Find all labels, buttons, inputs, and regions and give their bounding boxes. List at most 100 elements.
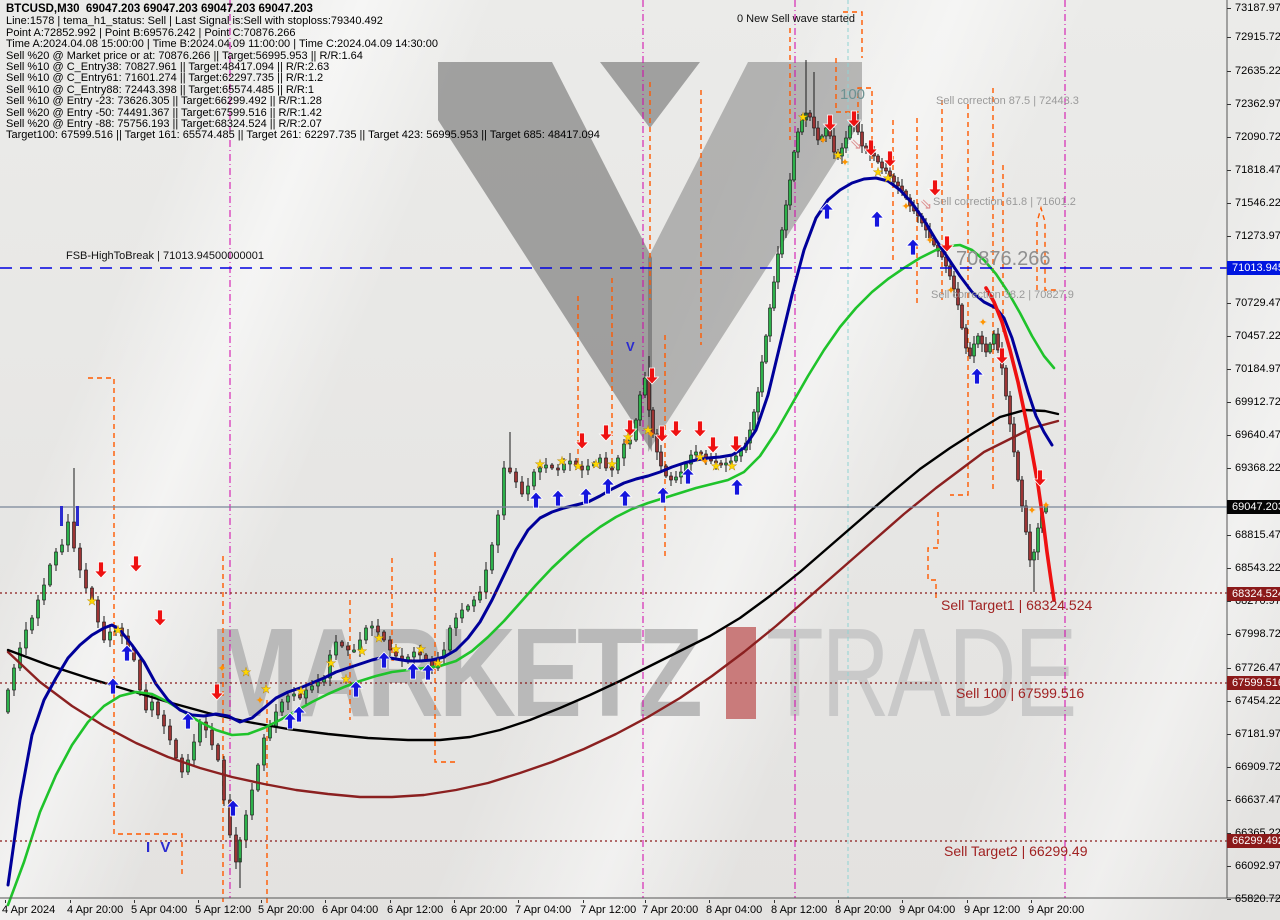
star-icon: ★: [883, 171, 894, 185]
price-label: 67454.220: [1235, 695, 1280, 707]
star-icon: ★: [113, 623, 124, 637]
buy-arrow-icon: [291, 705, 307, 723]
star-icon: ★: [557, 454, 568, 468]
price-label: 71818.470: [1235, 164, 1280, 176]
star-icon: ★: [261, 682, 272, 696]
price-label: 65820.720: [1235, 893, 1280, 905]
star-icon: ★: [296, 684, 307, 698]
ma-maroon-slow: [6, 419, 1060, 799]
sell-arrow-icon: [927, 179, 943, 197]
price-label: 69368.220: [1235, 462, 1280, 474]
buy-arrow-icon: [405, 662, 421, 680]
sell-arrow-icon: [863, 139, 879, 157]
star-icon: ★: [433, 656, 444, 670]
star-icon: ★: [87, 594, 98, 608]
star-icon: ★: [391, 642, 402, 656]
buy-arrow-icon: [655, 486, 671, 504]
sell-arrow-icon: [93, 561, 109, 579]
sell-arrow-icon: [574, 432, 590, 450]
buy-arrow-icon: [119, 644, 135, 662]
time-label: 5 Apr 12:00: [195, 900, 252, 916]
brand-logo-watermark: [648, 62, 862, 452]
price-label: 68543.220: [1235, 562, 1280, 574]
stop-line-segment: [835, 58, 873, 170]
time-label: 9 Apr 12:00: [964, 900, 1021, 916]
star-icon: ★: [798, 110, 809, 124]
star-icon: ★: [711, 459, 722, 473]
time-label: 8 Apr 04:00: [706, 900, 763, 916]
time-label: 8 Apr 20:00: [835, 900, 892, 916]
sell-arrow-icon: [209, 683, 225, 701]
star-icon: ★: [573, 459, 584, 473]
time-label: 4 Apr 2024: [2, 900, 56, 916]
hollow-arrow-icon: ⇘: [850, 136, 863, 153]
price-label: 72362.970: [1235, 98, 1280, 110]
buy-arrow-icon: [105, 677, 121, 695]
buy-arrow-icon: [617, 489, 633, 507]
price-label: 68815.470: [1235, 529, 1280, 541]
stop-line-segment: [88, 377, 183, 876]
star-icon: ★: [591, 457, 602, 471]
sell-arrow-icon: [705, 436, 721, 454]
wave-marker: [60, 506, 63, 526]
sell-arrow-icon: [822, 114, 838, 132]
spark-icon: ✦: [818, 135, 827, 147]
star-icon: ★: [623, 430, 634, 444]
price-label: 70729.470: [1235, 297, 1280, 309]
time-label: 7 Apr 20:00: [642, 900, 699, 916]
buy-arrow-icon: [348, 680, 364, 698]
time-label: 6 Apr 12:00: [387, 900, 444, 916]
sell-arrow-icon: [882, 150, 898, 168]
price-badge: 71013.945: [1227, 261, 1280, 275]
star-icon: ★: [873, 165, 884, 179]
buy-arrow-icon: [420, 663, 436, 681]
buy-arrow-icon: [225, 799, 241, 817]
price-label: 70184.970: [1235, 363, 1280, 375]
time-axis[interactable]: 4 Apr 2024 4 Apr 20:00 5 Apr 04:00 5 Apr 12…: [0, 899, 1280, 920]
buy-arrow-icon: [282, 712, 298, 730]
ma-black-mid: [6, 408, 1060, 742]
spark-icon: ✦: [978, 317, 987, 329]
price-label: 70457.220: [1235, 330, 1280, 342]
price-label: 71546.220: [1235, 197, 1280, 209]
wave-marker: [76, 506, 79, 526]
time-label: 5 Apr 20:00: [258, 900, 315, 916]
spark-icon: ✦: [925, 235, 934, 247]
buy-arrow-icon: [376, 651, 392, 669]
spark-icon: ✦: [217, 663, 226, 675]
star-icon: ★: [833, 148, 844, 162]
time-label: 9 Apr 04:00: [899, 900, 956, 916]
spark-icon: ✦: [646, 429, 655, 441]
star-icon: ★: [607, 457, 618, 471]
price-axis[interactable]: 73187.970 72915.720 72635.220 72362.970 7209…: [1227, 0, 1280, 905]
buy-arrow-icon: [819, 202, 835, 220]
price-label: 66909.720: [1235, 761, 1280, 773]
buy-arrow-icon: [528, 491, 544, 509]
price-label: 72635.220: [1235, 65, 1280, 77]
time-label: 6 Apr 04:00: [322, 900, 379, 916]
time-label: 7 Apr 12:00: [580, 900, 637, 916]
star-icon: ★: [416, 642, 427, 656]
spark-icon: ✦: [255, 695, 264, 707]
sell-arrow-icon: [1032, 469, 1048, 487]
sell-arrow-icon: [728, 435, 744, 453]
star-icon: ★: [643, 423, 654, 437]
price-label: 67726.470: [1235, 662, 1280, 674]
star-icon: ★: [357, 644, 368, 658]
sell-arrow-icon: [128, 555, 144, 573]
time-label: 8 Apr 12:00: [771, 900, 828, 916]
sell-arrow-icon: [846, 110, 862, 128]
price-label: 73187.970: [1235, 2, 1280, 14]
buy-arrow-icon: [680, 467, 696, 485]
sell-arrow-icon: [644, 367, 660, 385]
price-label: 71273.970: [1235, 230, 1280, 242]
price-label: 72090.720: [1235, 131, 1280, 143]
brand-logo-watermark: [438, 62, 652, 452]
buy-arrow-icon: [600, 477, 616, 495]
time-label: 7 Apr 04:00: [515, 900, 572, 916]
price-label: 67181.970: [1235, 728, 1280, 740]
sell-arrow-icon: [654, 425, 670, 443]
stop-line-segment: [434, 552, 458, 763]
